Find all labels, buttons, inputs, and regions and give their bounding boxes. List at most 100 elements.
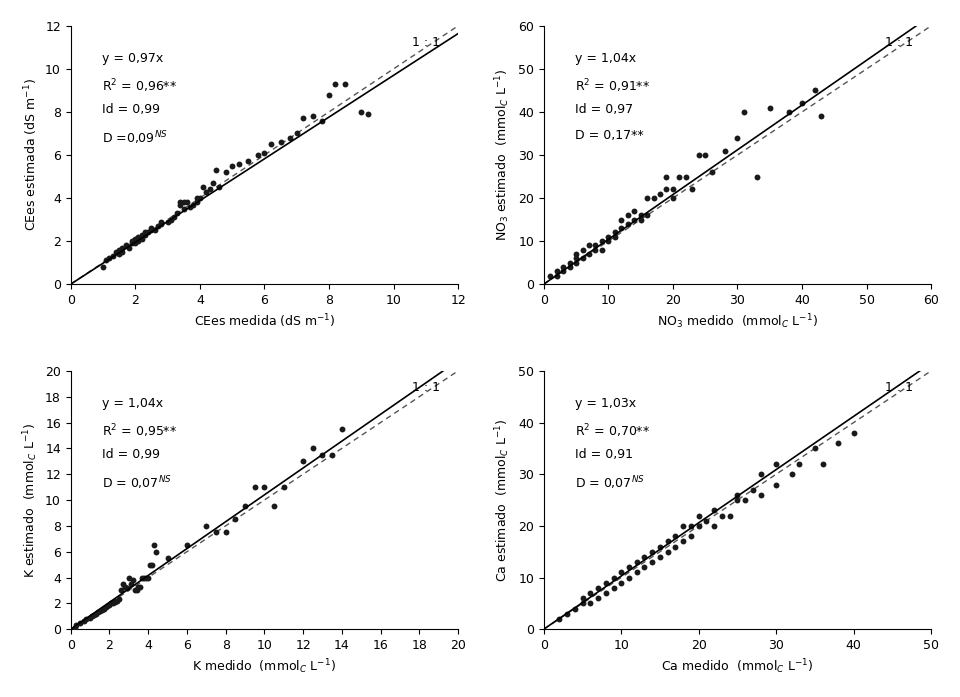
Point	[737, 494, 753, 505]
Point	[111, 244, 127, 255]
Point	[102, 599, 117, 611]
Point	[814, 111, 829, 122]
Y-axis label: CEes estimada (dS m$^{-1}$): CEes estimada (dS m$^{-1}$)	[22, 79, 39, 231]
Point	[846, 427, 861, 438]
Point	[583, 598, 598, 609]
Point	[620, 210, 636, 221]
Point	[199, 186, 214, 197]
Point	[644, 556, 660, 567]
Point	[620, 218, 636, 229]
Point	[296, 113, 311, 124]
Point	[588, 244, 603, 255]
Point	[196, 182, 211, 193]
Point	[241, 156, 256, 167]
Point	[176, 197, 191, 208]
Point	[646, 192, 661, 204]
Text: D = 0,07$^{NS}$: D = 0,07$^{NS}$	[102, 474, 172, 492]
Point	[108, 246, 124, 257]
Text: Id = 0,91: Id = 0,91	[575, 448, 633, 461]
Point	[189, 192, 204, 204]
Point	[125, 574, 140, 585]
Point	[730, 494, 745, 505]
Point	[305, 443, 321, 454]
Point	[707, 520, 722, 531]
Text: 1 : 1: 1 : 1	[885, 36, 913, 49]
Point	[601, 231, 616, 243]
Point	[105, 251, 120, 262]
Point	[644, 546, 660, 558]
Point	[119, 582, 134, 593]
Point	[792, 459, 807, 470]
Point	[588, 240, 603, 251]
Point	[606, 572, 621, 583]
Point	[69, 620, 84, 631]
Point	[150, 220, 165, 231]
Point	[125, 236, 140, 247]
Point	[199, 520, 214, 531]
Point	[127, 585, 142, 596]
Text: 1 : 1: 1 : 1	[885, 381, 913, 395]
Point	[684, 184, 700, 195]
Point	[208, 527, 224, 538]
Point	[123, 579, 138, 590]
Point	[109, 595, 125, 606]
Text: D = 0,07$^{NS}$: D = 0,07$^{NS}$	[575, 474, 644, 492]
Point	[134, 229, 150, 240]
Point	[659, 171, 674, 182]
Point	[100, 600, 115, 611]
Point	[668, 541, 684, 552]
Point	[146, 539, 161, 551]
Point	[94, 604, 109, 615]
Point	[659, 184, 674, 195]
Point	[208, 164, 224, 176]
Point	[568, 257, 584, 268]
Point	[707, 505, 722, 516]
Point	[182, 201, 198, 213]
Text: D =0,09$^{NS}$: D =0,09$^{NS}$	[102, 129, 168, 147]
Point	[144, 222, 159, 233]
Point	[273, 137, 288, 148]
Point	[173, 199, 188, 210]
Point	[315, 450, 330, 461]
Text: y = 1,04x: y = 1,04x	[575, 52, 636, 65]
Point	[140, 227, 156, 238]
Point	[665, 192, 681, 204]
Point	[652, 541, 667, 552]
Point	[621, 572, 636, 583]
Point	[717, 145, 732, 156]
Point	[170, 208, 185, 219]
Point	[95, 261, 110, 273]
Point	[282, 132, 298, 144]
Point	[256, 147, 272, 158]
Point	[225, 160, 240, 171]
Point	[163, 214, 179, 225]
X-axis label: CEes medida (dS m$^{-1}$): CEes medida (dS m$^{-1}$)	[194, 312, 335, 330]
Point	[92, 606, 108, 617]
Point	[173, 197, 188, 208]
Point	[676, 536, 691, 547]
Point	[160, 553, 176, 564]
Point	[79, 613, 94, 625]
Point	[218, 527, 233, 538]
Point	[556, 266, 571, 277]
Point	[296, 456, 311, 467]
Point	[562, 261, 577, 273]
Point	[552, 613, 567, 625]
Point	[745, 484, 760, 496]
Point	[636, 551, 652, 562]
Point	[77, 616, 92, 627]
Text: D = 0,17**: D = 0,17**	[575, 129, 643, 142]
Text: R$^{2}$ = 0,70**: R$^{2}$ = 0,70**	[575, 422, 650, 440]
Point	[730, 489, 745, 500]
Point	[613, 222, 629, 233]
Point	[189, 197, 204, 208]
Point	[665, 184, 681, 195]
Point	[621, 562, 636, 573]
Text: R$^{2}$ = 0,95**: R$^{2}$ = 0,95**	[102, 422, 177, 440]
Point	[211, 182, 227, 193]
Point	[134, 233, 150, 245]
Point	[154, 218, 169, 229]
Point	[676, 520, 691, 531]
Point	[111, 248, 127, 259]
Point	[118, 240, 133, 251]
